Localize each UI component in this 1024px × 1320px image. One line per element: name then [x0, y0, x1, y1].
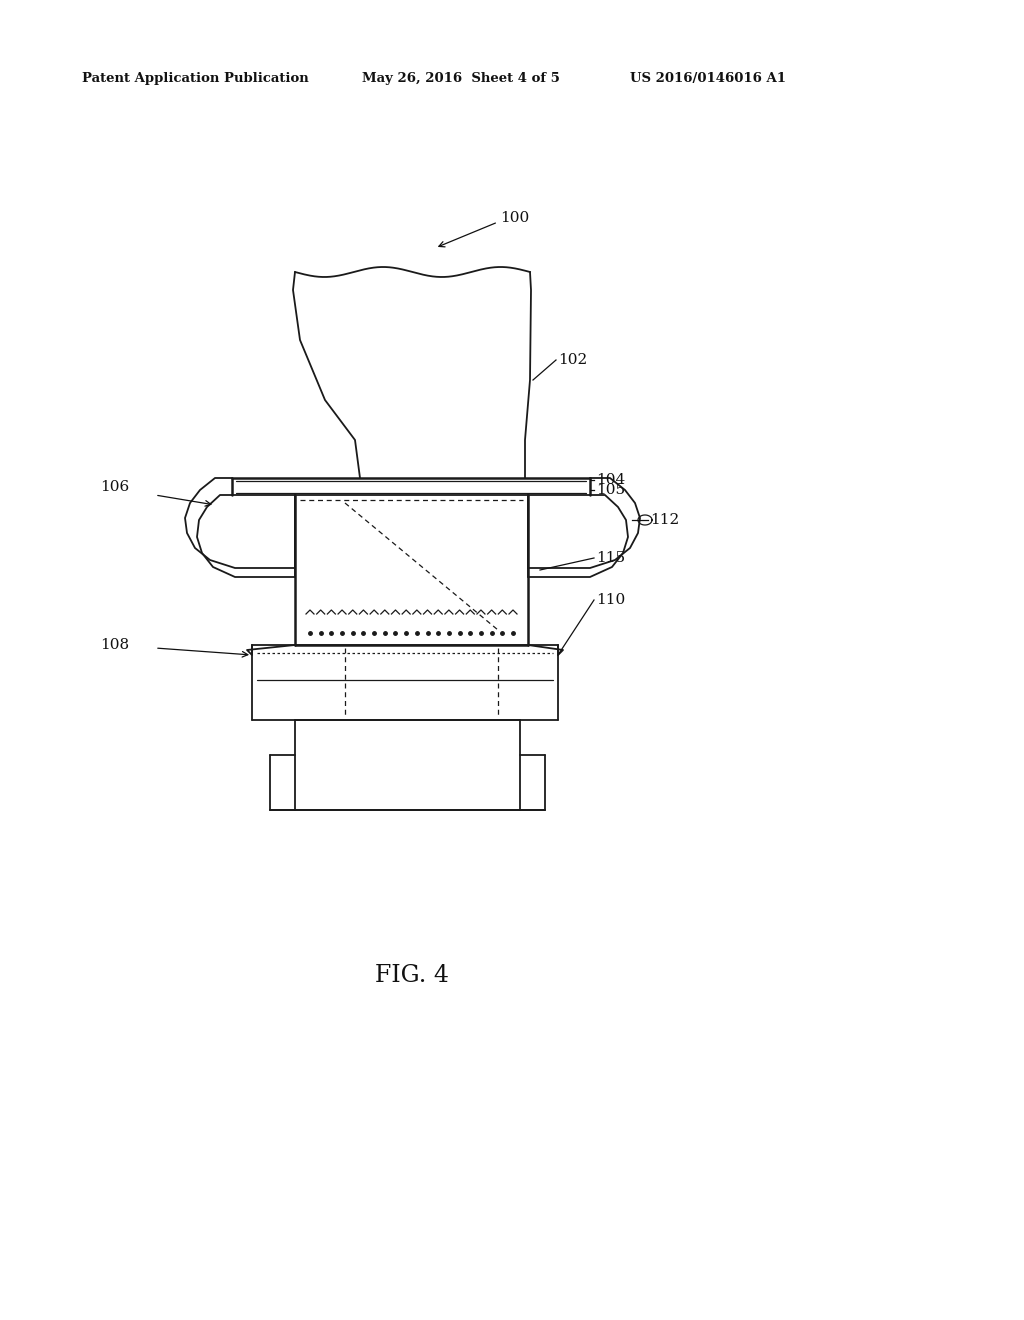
Text: 105: 105 [596, 483, 625, 498]
Text: 112: 112 [650, 513, 679, 527]
Text: 104: 104 [596, 473, 626, 487]
Text: 106: 106 [100, 480, 129, 494]
Text: 115: 115 [596, 550, 625, 565]
Text: Patent Application Publication: Patent Application Publication [82, 73, 309, 84]
Text: 102: 102 [558, 352, 587, 367]
Text: FIG. 4: FIG. 4 [375, 964, 449, 986]
Text: May 26, 2016  Sheet 4 of 5: May 26, 2016 Sheet 4 of 5 [362, 73, 560, 84]
Text: 110: 110 [596, 593, 626, 607]
Text: US 2016/0146016 A1: US 2016/0146016 A1 [630, 73, 786, 84]
Text: 100: 100 [500, 211, 529, 224]
Text: 108: 108 [100, 638, 129, 652]
